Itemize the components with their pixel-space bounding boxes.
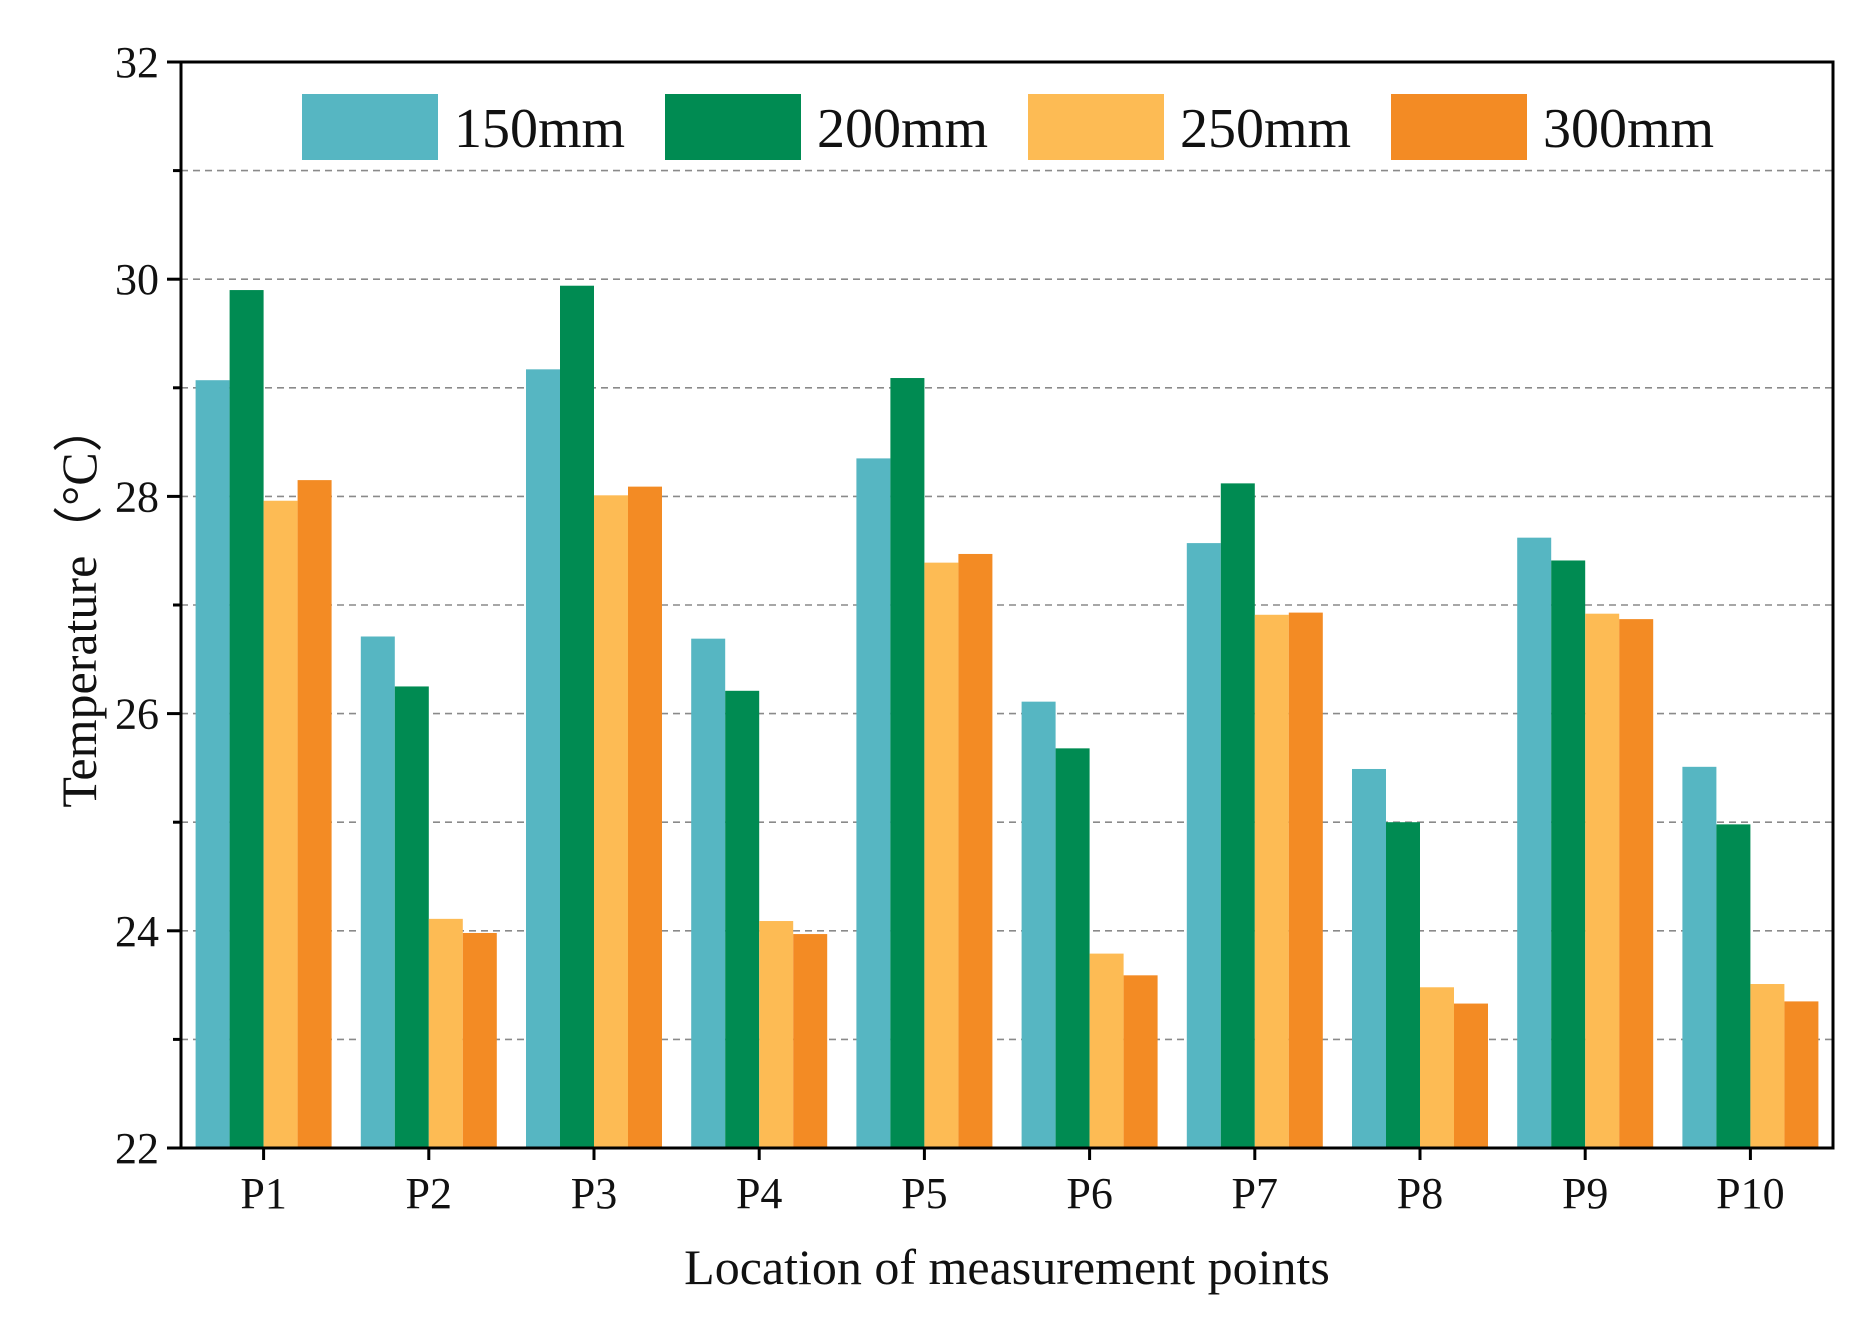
bar-250mm-P9 bbox=[1585, 613, 1620, 1148]
legend-swatch bbox=[302, 94, 438, 160]
bar-300mm-P6 bbox=[1123, 975, 1158, 1148]
bar-150mm-P3 bbox=[526, 369, 560, 1148]
x-tick-label: P7 bbox=[1232, 1169, 1278, 1218]
legend-swatch bbox=[1028, 94, 1164, 160]
x-tick-label: P8 bbox=[1397, 1169, 1443, 1218]
bar-300mm-P8 bbox=[1454, 1003, 1488, 1148]
bar-150mm-P9 bbox=[1517, 537, 1552, 1148]
legend-label: 150mm bbox=[454, 98, 625, 160]
bar-300mm-P9 bbox=[1619, 619, 1654, 1148]
bar-150mm-P5 bbox=[856, 458, 891, 1148]
bar-250mm-P6 bbox=[1089, 953, 1124, 1148]
bar-300mm-P4 bbox=[793, 934, 828, 1148]
bar-300mm-P5 bbox=[958, 553, 993, 1148]
x-tick-label: P5 bbox=[901, 1169, 947, 1218]
bar-200mm-P1 bbox=[229, 290, 264, 1148]
bar-150mm-P10 bbox=[1682, 766, 1717, 1148]
y-axis-title: Temperature（°C） bbox=[51, 402, 107, 807]
bar-250mm-P5 bbox=[924, 562, 959, 1148]
bar-150mm-P7 bbox=[1186, 543, 1221, 1148]
bar-300mm-P3 bbox=[628, 486, 662, 1149]
legend-swatch bbox=[1391, 94, 1527, 160]
bar-200mm-P3 bbox=[560, 285, 594, 1148]
bar-200mm-P9 bbox=[1551, 560, 1586, 1148]
bar-250mm-P10 bbox=[1750, 984, 1785, 1148]
x-tick-label: P4 bbox=[736, 1169, 782, 1218]
y-tick-label: 22 bbox=[115, 1124, 159, 1173]
bar-150mm-P1 bbox=[195, 380, 230, 1148]
bar-200mm-P10 bbox=[1716, 824, 1751, 1148]
bar-250mm-P8 bbox=[1420, 987, 1454, 1148]
y-tick-label: 28 bbox=[115, 472, 159, 521]
x-tick-label: P10 bbox=[1716, 1169, 1784, 1218]
bar-200mm-P8 bbox=[1386, 822, 1420, 1148]
x-tick-label: P1 bbox=[240, 1169, 286, 1218]
bar-300mm-P2 bbox=[462, 932, 497, 1148]
bars bbox=[195, 285, 1819, 1149]
legend-label: 300mm bbox=[1543, 98, 1714, 160]
bar-200mm-P4 bbox=[725, 690, 760, 1148]
bar-200mm-P7 bbox=[1220, 483, 1255, 1148]
bar-300mm-P10 bbox=[1784, 1001, 1819, 1148]
x-tick-label: P9 bbox=[1562, 1169, 1608, 1218]
bar-200mm-P2 bbox=[394, 686, 429, 1148]
bar-150mm-P8 bbox=[1352, 768, 1386, 1148]
y-tick-label: 30 bbox=[115, 255, 159, 304]
y-tick-label: 32 bbox=[115, 38, 159, 87]
legend-label: 200mm bbox=[817, 98, 988, 160]
bar-200mm-P6 bbox=[1055, 748, 1090, 1148]
bar-250mm-P4 bbox=[759, 921, 794, 1148]
bar-250mm-P1 bbox=[263, 500, 298, 1148]
axis-ticks: 22 24 26 28 30 32 P1 P2 P3 P4 P5 P6 P7 P8 P9 P10 bbox=[115, 38, 1785, 1218]
legend-label: 250mm bbox=[1180, 98, 1351, 160]
bar-300mm-P7 bbox=[1288, 612, 1323, 1148]
bar-150mm-P6 bbox=[1021, 701, 1056, 1148]
bar-150mm-P2 bbox=[360, 636, 395, 1148]
x-tick-label: P6 bbox=[1066, 1169, 1112, 1218]
y-tick-label: 24 bbox=[115, 907, 159, 956]
bar-200mm-P5 bbox=[890, 378, 925, 1148]
bar-250mm-P7 bbox=[1254, 614, 1289, 1148]
bar-250mm-P3 bbox=[594, 495, 628, 1149]
x-tick-label: P3 bbox=[571, 1169, 617, 1218]
y-tick-label: 26 bbox=[115, 690, 159, 739]
bar-250mm-P2 bbox=[428, 918, 463, 1148]
bar-300mm-P1 bbox=[297, 480, 332, 1148]
x-tick-label: P2 bbox=[406, 1169, 452, 1218]
x-axis-title: Location of measurement points bbox=[684, 1239, 1330, 1295]
bar-150mm-P4 bbox=[691, 638, 726, 1148]
legend: 150mm 200mm 250mm 300mm bbox=[302, 94, 1714, 160]
legend-swatch bbox=[665, 94, 801, 160]
